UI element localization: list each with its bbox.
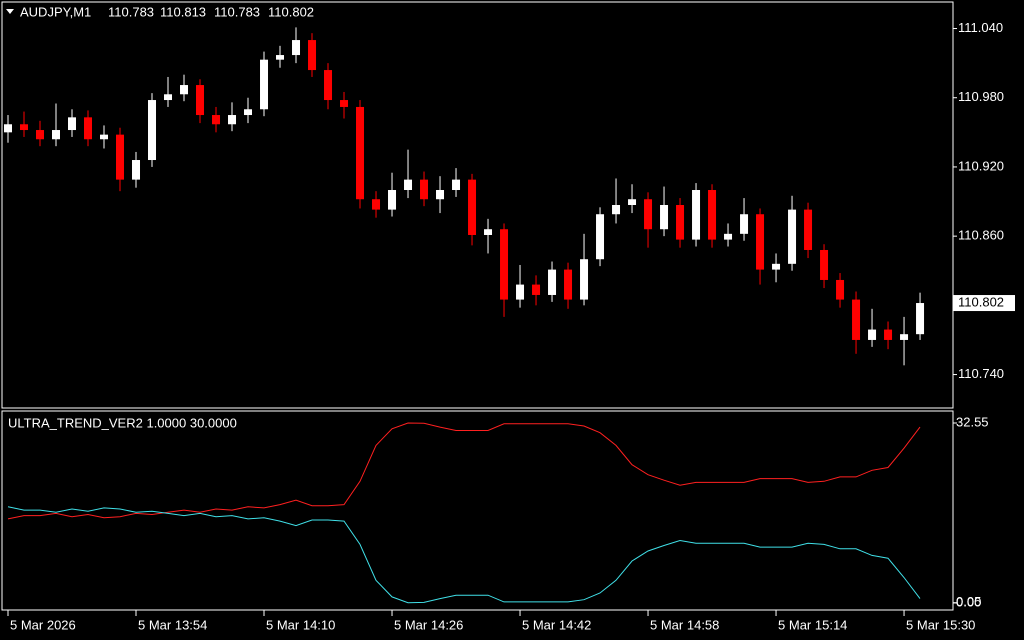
- header-ohlc: 110.783: [108, 4, 154, 19]
- x-tick-label: 5 Mar 13:54: [138, 617, 207, 632]
- candle-body: [84, 117, 93, 140]
- candle-body: [532, 284, 541, 295]
- candle-body: [180, 85, 189, 95]
- indicator-line: [7, 422, 921, 520]
- candle-body: [292, 40, 301, 56]
- y-tick-label: 0.05: [956, 594, 981, 609]
- candle-body: [100, 134, 109, 140]
- menu-arrow[interactable]: [6, 9, 14, 14]
- indicator-title: ULTRA_TREND_VER2 1.0000 30.0000: [8, 415, 237, 430]
- candle-body: [884, 329, 893, 340]
- y-tick-label: 110.980: [958, 89, 1004, 104]
- candle-body: [436, 190, 445, 200]
- candle-body: [580, 259, 589, 300]
- candle-body: [676, 205, 685, 240]
- candle-body: [372, 199, 381, 210]
- y-tick-label: 110.860: [958, 228, 1004, 243]
- candle-body: [244, 109, 253, 116]
- candle-body: [820, 249, 829, 280]
- candle-body: [68, 117, 77, 131]
- candle-body: [692, 190, 701, 240]
- y-tick-label: 110.740: [958, 366, 1004, 381]
- candle-body: [900, 334, 909, 340]
- candle-body: [740, 214, 749, 234]
- y-tick-label: 111.040: [958, 20, 1003, 35]
- candle-body: [388, 190, 397, 210]
- candle-body: [4, 124, 13, 133]
- y-tick-label: 0.00: [956, 594, 981, 609]
- indicator-line: [7, 506, 921, 604]
- header-ohlc: 110.802: [268, 4, 314, 19]
- candle-body: [356, 106, 365, 200]
- candle-body: [308, 40, 317, 71]
- candle-body: [52, 130, 61, 140]
- x-tick-label: 5 Mar 15:14: [778, 617, 847, 632]
- candle-body: [164, 94, 173, 101]
- candle-body: [612, 205, 621, 215]
- candle-body: [276, 55, 285, 60]
- candle-body: [916, 303, 925, 335]
- candle-body: [724, 233, 733, 240]
- price-panel: [1, 1, 954, 409]
- candle-body: [516, 284, 525, 300]
- candle-body: [260, 59, 269, 110]
- header-ohlc: 110.783: [214, 4, 260, 19]
- last-price-label: 110.802: [958, 294, 1004, 309]
- candle-body: [596, 214, 605, 260]
- candle-body: [708, 190, 717, 240]
- last-price-box: [953, 295, 1015, 312]
- indicator-panel: [1, 410, 954, 611]
- candle-body: [340, 100, 349, 107]
- candle-body: [644, 199, 653, 230]
- candle-body: [788, 209, 797, 264]
- x-tick-label: 5 Mar 14:42: [522, 617, 591, 632]
- candle-body: [772, 263, 781, 270]
- x-tick-label: 5 Mar 14:26: [394, 617, 463, 632]
- candle-body: [484, 229, 493, 235]
- candle-body: [324, 70, 333, 101]
- candle-body: [836, 279, 845, 300]
- x-tick-label: 5 Mar 15:30: [906, 617, 975, 632]
- candle-body: [548, 269, 557, 295]
- candle-body: [228, 115, 237, 125]
- candle-body: [132, 160, 141, 180]
- candle-body: [196, 85, 205, 116]
- candle-body: [564, 269, 573, 300]
- candle-body: [628, 199, 637, 205]
- y-tick-label: 110.920: [958, 158, 1004, 173]
- candle-body: [420, 179, 429, 200]
- candle-body: [804, 209, 813, 250]
- symbol-title: AUDJPY,M1: [20, 4, 91, 19]
- candle-body: [116, 134, 125, 180]
- y-tick-label: 32.55: [956, 414, 989, 429]
- candle-body: [852, 299, 861, 340]
- candle-body: [500, 229, 509, 300]
- candle-body: [148, 100, 157, 161]
- x-tick-label: 5 Mar 2026: [10, 617, 76, 632]
- header-ohlc: 110.813: [160, 4, 206, 19]
- candle-body: [468, 179, 477, 235]
- candle-body: [404, 179, 413, 191]
- candle-body: [20, 124, 29, 131]
- x-tick-label: 5 Mar 14:58: [650, 617, 719, 632]
- candle-body: [868, 329, 877, 340]
- candle-body: [756, 214, 765, 270]
- candle-body: [212, 115, 221, 125]
- x-tick-label: 5 Mar 14:10: [266, 617, 335, 632]
- candle-body: [452, 179, 461, 191]
- candle-body: [660, 205, 669, 230]
- candle-body: [36, 130, 45, 140]
